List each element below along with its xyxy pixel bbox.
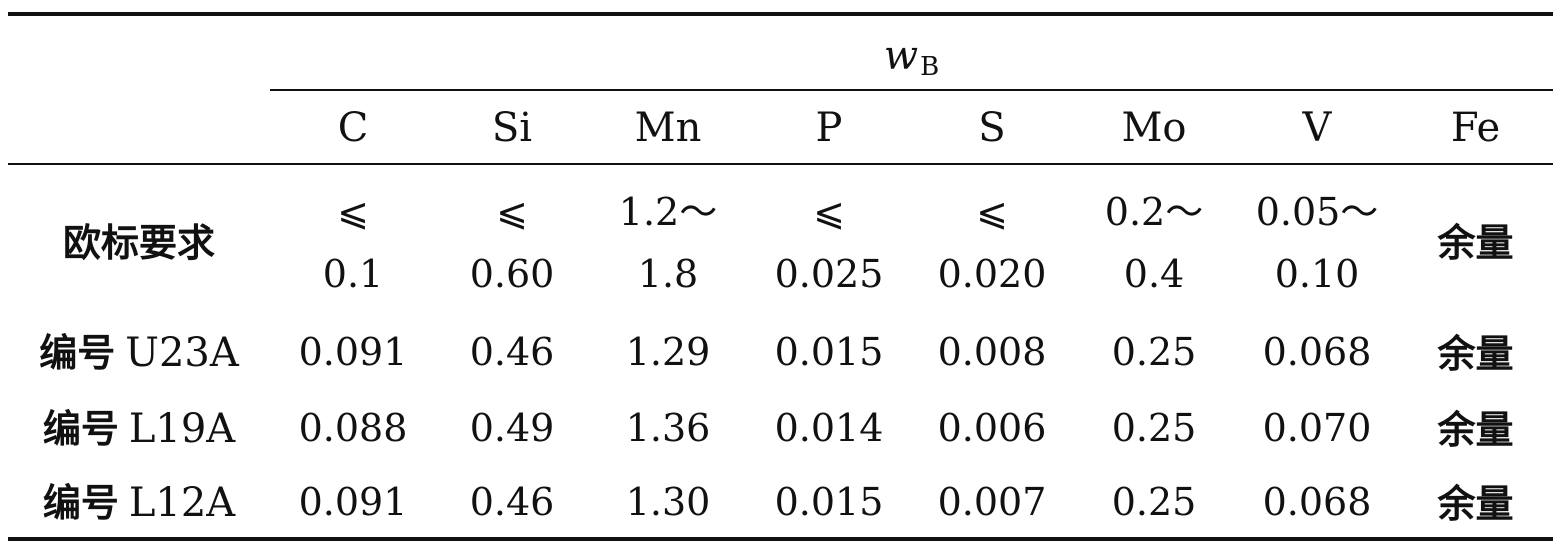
cell-en-p: ⩽ 0.025	[746, 181, 912, 305]
column-header-c: C	[337, 105, 369, 151]
cell-line-2: 0.4	[1123, 252, 1185, 296]
cell-l19a-p: 0.014	[774, 406, 884, 450]
group-rule	[270, 89, 1553, 91]
cell-l12a-s: 0.007	[937, 480, 1047, 524]
column-header-mn: Mn	[634, 105, 702, 151]
cell-l19a-mo: 0.25	[1111, 406, 1197, 450]
cell-line-2: 0.1	[322, 252, 384, 296]
row-label-text: 编号	[42, 481, 119, 525]
cell-line-1: 0.2～	[1104, 190, 1204, 234]
row-label-code: U23A	[125, 330, 239, 376]
cell-line-1: ⩽	[337, 190, 369, 234]
cell-u23a-s: 0.008	[937, 330, 1047, 374]
cell-u23a-v: 0.068	[1262, 330, 1372, 374]
row-label-text: 编号	[42, 407, 119, 451]
row-label-u23a: 编号 U23A	[8, 333, 270, 373]
column-header-mo: Mo	[1121, 105, 1187, 151]
cell-l19a-s: 0.006	[937, 406, 1047, 450]
column-header-si: Si	[491, 105, 533, 151]
cell-en-s: ⩽ 0.020	[912, 181, 1072, 305]
top-rule	[8, 12, 1553, 16]
group-label-subscript: B	[920, 52, 940, 82]
cell-l12a-fe: 余量	[1437, 482, 1514, 526]
column-header-fe: Fe	[1450, 105, 1501, 151]
row-label-text: 欧标要求	[62, 221, 215, 265]
cell-line-1: ⩽	[496, 190, 528, 234]
cell-l19a-si: 0.49	[469, 406, 555, 450]
column-header-v: V	[1302, 105, 1332, 151]
cell-en-si: ⩽ 0.60	[434, 181, 590, 305]
cell-en-c: ⩽ 0.1	[272, 181, 434, 305]
cell-l19a-mn: 1.36	[625, 406, 711, 450]
row-label-text: 编号	[39, 331, 116, 375]
cell-l12a-mo: 0.25	[1111, 480, 1197, 524]
cell-l12a-c: 0.091	[298, 480, 408, 524]
header-rule	[8, 163, 1553, 165]
cell-u23a-si: 0.46	[469, 330, 555, 374]
row-label-code: L12A	[128, 480, 236, 526]
cell-u23a-mn: 1.29	[625, 330, 711, 374]
cell-line-2: 0.020	[937, 252, 1047, 296]
cell-l12a-p: 0.015	[774, 480, 884, 524]
cell-u23a-p: 0.015	[774, 330, 884, 374]
row-label-l19a: 编号 L19A	[8, 409, 270, 449]
cell-line-2: 0.025	[774, 252, 884, 296]
group-label-main: w	[883, 33, 919, 79]
cell-line-2: 0.60	[469, 252, 555, 296]
cell-u23a-fe: 余量	[1437, 332, 1514, 376]
row-label-l12a: 编号 L12A	[8, 483, 270, 523]
cell-u23a-c: 0.091	[298, 330, 408, 374]
cell-en-mn: 1.2～ 1.8	[590, 181, 746, 305]
row-label-code: L19A	[128, 406, 236, 452]
cell-u23a-mo: 0.25	[1111, 330, 1197, 374]
column-header-s: S	[978, 105, 1006, 151]
bottom-rule	[8, 537, 1553, 541]
cell-line-1: 1.2～	[618, 190, 718, 234]
column-header-p: P	[815, 105, 843, 151]
cell-line-1: ⩽	[813, 190, 845, 234]
cell-en-v: 0.05～ 0.10	[1236, 181, 1398, 305]
cell-l12a-v: 0.068	[1262, 480, 1372, 524]
cell-l12a-mn: 1.30	[625, 480, 711, 524]
cell-l19a-v: 0.070	[1262, 406, 1372, 450]
cell-line-2: 1.8	[637, 252, 699, 296]
group-header: wB	[270, 36, 1553, 80]
cell-l19a-fe: 余量	[1437, 408, 1514, 452]
cell-en-fe: 余量	[1437, 221, 1514, 265]
cell-line-2: 0.10	[1274, 252, 1360, 296]
row-label-en-standard: 欧标要求	[8, 224, 270, 262]
cell-en-mo: 0.2～ 0.4	[1072, 181, 1236, 305]
cell-line-1: ⩽	[976, 190, 1008, 234]
cell-l19a-c: 0.088	[298, 406, 408, 450]
cell-l12a-si: 0.46	[469, 480, 555, 524]
cell-line-1: 0.05～	[1255, 190, 1379, 234]
